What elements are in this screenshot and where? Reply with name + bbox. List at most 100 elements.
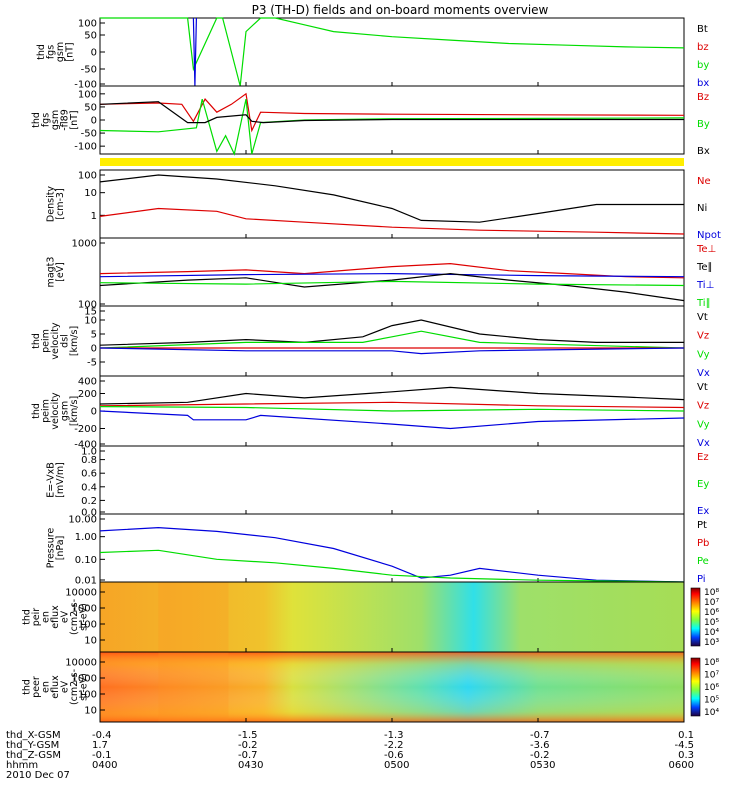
ephemeris-value: 0.1 [678,730,694,741]
plot-frame [99,513,685,583]
ephemeris-value: 1.7 [92,740,108,751]
legend-entry: Ex [697,506,709,517]
legend-entry: by [697,60,709,71]
ephemeris-value: -0.6 [384,750,404,761]
y-axis-label: E=-VxB [45,462,56,497]
y-axis-label: [km/s] [69,396,80,426]
y-axis-label: Pressure [45,528,56,569]
y-tick-label: 1.00 [75,532,97,543]
ephemeris-value: -0.4 [92,730,112,741]
y-axis-label: dsl [60,334,71,348]
ephemeris-value: 0430 [238,760,263,771]
series-line-Bx [99,101,684,124]
series-line-Bz [99,92,685,133]
legend-entry: Bx [697,146,710,157]
y-tick-label: 0.8 [81,455,97,466]
y-tick-label: 0 [91,344,97,355]
legend-entry: Te⊥ [696,244,716,255]
y-tick-label: 0.0 [81,508,97,519]
series-line-Vx [99,410,685,430]
series-line-Pi [99,526,685,583]
y-axis-label: eV [60,610,71,623]
plot-frame [99,445,685,515]
y-tick-label: 100 [78,89,97,100]
y-axis-label: [nT] [64,42,75,61]
panel-3: 100 10 1 Density[cm-3] Ne Ni Npot [45,169,721,241]
colorbar-tick-label: 10⁴ [704,708,719,718]
series-line-Vy [99,330,685,349]
y-tick-label: 1.0 [81,447,97,458]
panel-7: 1.00.8 0.6 0.4 0.20.0 E=-VxB[mV/m] Ez Ey Ex [45,445,709,519]
y-tick-label: 10 [84,188,97,199]
y-axis-label: gsm [55,42,66,62]
panel-4: 1000 100 magt3[eV] Te⊥ Te∥ Ti⊥ Ti∥ [45,237,716,311]
y-tick-label: 15 [84,307,97,318]
y-axis-label: thd [31,403,42,419]
legend-entry: Ne [697,176,711,187]
y-axis-label: -fl89 [60,109,71,131]
y-tick-label: -200 [74,424,97,435]
y-axis-label: eflux [50,605,61,629]
legend-entry: bz [697,42,709,53]
ephemeris-value: 0600 [669,760,694,771]
colorbar-tick-label: 10⁸ [704,658,719,668]
y-axis-label: peim [41,399,52,423]
y-axis-label: [km/s] [69,326,80,356]
y-axis-label: [mV/m] [55,462,66,498]
ephemeris-row-label: thd_Y-GSM [6,740,59,751]
series-line-Ti∥ [99,280,685,287]
ephemeris-value: -0.7 [530,730,550,741]
ephemeris-value: -1.5 [238,730,258,741]
series-line-Ti⊥ [99,272,685,278]
series-line-Vt [99,319,684,346]
legend-entry: Pb [697,538,709,549]
y-axis-label: peir [31,608,42,627]
y-tick-label: 10 [84,706,97,717]
y-axis-label: en [41,681,52,693]
y-tick-label: 1000 [72,604,97,615]
y-tick-label: 50 [84,31,97,42]
colorbar-tick-label: 10⁵ [704,618,719,628]
series-line-Ne [99,207,685,235]
ephemeris-value: -0.7 [238,750,258,761]
y-tick-label: -100 [74,142,97,153]
y-axis-label: sr-eV) [79,603,90,631]
y-axis-label: Density [45,186,56,222]
colorbar [690,587,701,647]
ephemeris-value: -4.5 [674,740,694,751]
y-tick-label: 10 [84,636,97,647]
legend-entry: Ti∥ [696,298,711,309]
series-line-Ni [99,174,684,223]
legend-entry: Vy [697,349,710,360]
y-tick-label: 10.00 [68,515,97,526]
y-axis-label: velocity [50,392,61,430]
ephemeris-value: -0.2 [238,740,258,751]
legend-entry: Vy [697,419,710,430]
figure-title: P3 (TH-D) fields and on-board moments ov… [252,3,549,17]
legend-entry: Pt [697,520,707,531]
y-axis-label: gsm [50,110,61,130]
colorbar-tick-label: 10⁶ [704,608,719,618]
y-tick-label: 0 [91,48,97,59]
y-tick-label: 10 [84,316,97,327]
series-line-Pe [99,549,685,583]
ephemeris-value: 0500 [384,760,409,771]
colorbar-tick-label: 10³ [704,638,719,648]
y-axis-label: thd [22,609,33,625]
y-tick-label: 50 [84,102,97,113]
ephemeris-value: -3.6 [530,740,550,751]
ephemeris-value: 0400 [92,760,117,771]
y-tick-label: -400 [74,440,97,451]
ephemeris-row-label: thd_X-GSM [6,730,61,741]
legend-entry: Bz [697,92,709,103]
y-tick-label: 0 [91,116,97,127]
ephemeris-value: 0.3 [678,750,694,761]
ephemeris-value: -0.1 [92,750,112,761]
y-axis-label: (cm2-s- [69,669,80,705]
y-axis-label: peim [41,329,52,353]
y-axis-label: thd [31,112,42,128]
ephemeris-value: -1.3 [384,730,404,741]
series-line-bx [192,17,197,87]
legend-entry: Pi [697,574,706,585]
